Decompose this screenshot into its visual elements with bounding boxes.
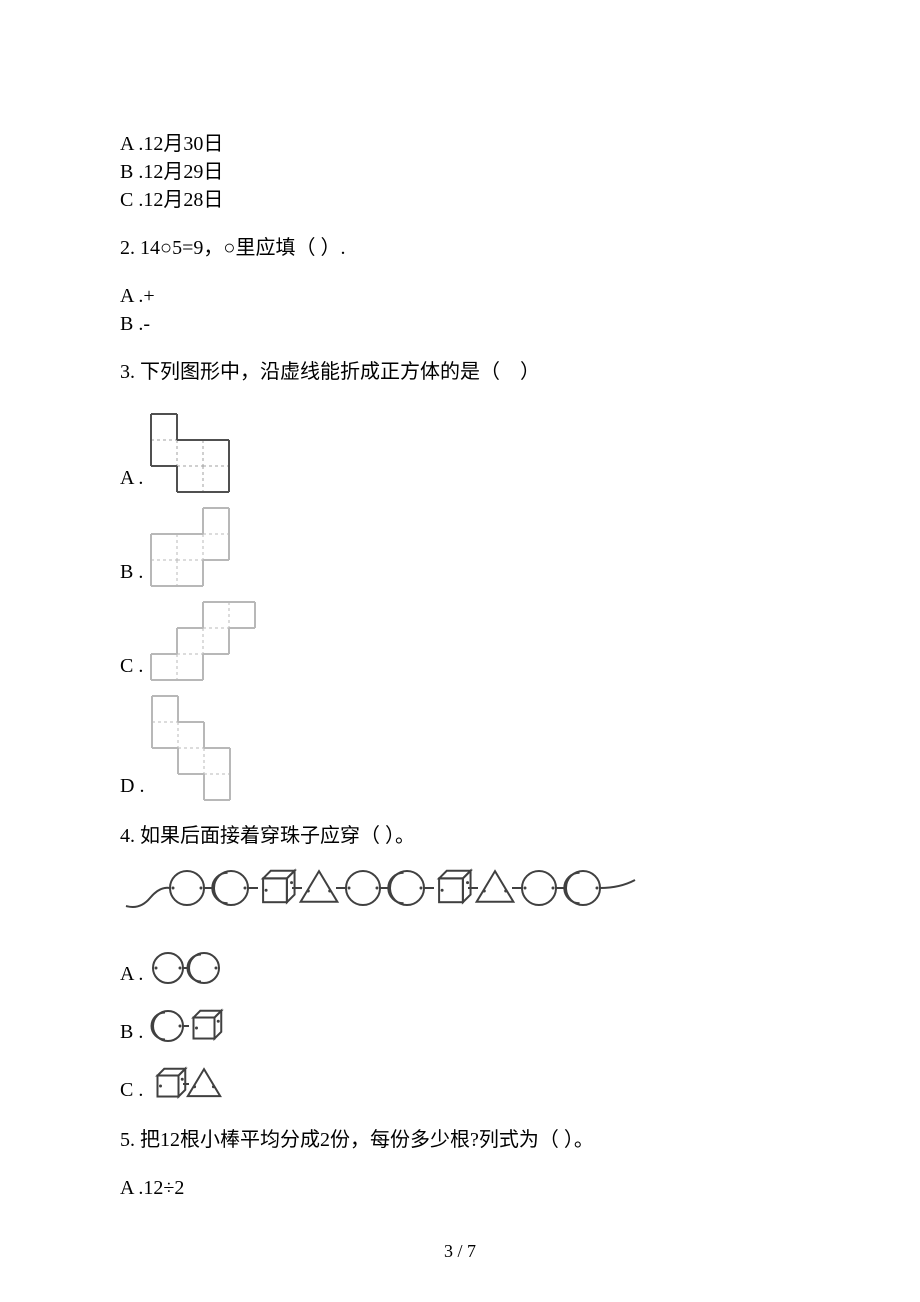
q1-option-a: A .12月30日	[120, 130, 800, 158]
q4-option-a-row: A .	[120, 946, 800, 990]
q5-stem: 5. 把12根小棒平均分成2份，每份多少根?列式为（ ）。	[120, 1126, 800, 1154]
q4-option-c-row: C .	[120, 1062, 800, 1106]
q3-option-c-row: C .	[120, 600, 800, 682]
q3-option-b-label: B .	[120, 561, 143, 584]
q2-option-a: A .+	[120, 282, 800, 310]
cube-net-c-icon	[149, 600, 257, 682]
bead-option-b-icon	[149, 1004, 231, 1048]
q4-option-a-label: A .	[120, 963, 143, 986]
q3-option-d-label: D .	[120, 775, 144, 798]
q4-option-b-label: B .	[120, 1021, 143, 1044]
q4-option-c-label: C .	[120, 1079, 143, 1102]
q3-option-a-row: A .	[120, 412, 800, 494]
q3-stem: 3. 下列图形中，沿虚线能折成正方体的是（ ）	[120, 358, 800, 386]
q4-stem: 4. 如果后面接着穿珠子应穿（ ）。	[120, 822, 800, 850]
bead-sequence-icon	[120, 856, 650, 920]
bead-option-c-icon	[149, 1062, 231, 1106]
cube-net-a-icon	[149, 412, 231, 494]
bead-option-a-icon	[149, 946, 231, 990]
q3-option-a-label: A .	[120, 467, 143, 490]
page-number: 3 / 7	[0, 1241, 920, 1262]
q1-option-b: B .12月29日	[120, 158, 800, 186]
q2-option-b: B .-	[120, 310, 800, 338]
q3-option-b-row: B .	[120, 506, 800, 588]
cube-net-b-icon	[149, 506, 231, 588]
page-container: A .12月30日 B .12月29日 C .12月28日 2. 14○5=9，…	[0, 0, 920, 1302]
q2-stem: 2. 14○5=9，○里应填（ ）.	[120, 234, 800, 262]
cube-net-d-icon	[150, 694, 232, 802]
q1-option-c: C .12月28日	[120, 186, 800, 214]
q3-option-c-label: C .	[120, 655, 143, 678]
q4-option-b-row: B .	[120, 1004, 800, 1048]
q3-option-d-row: D .	[120, 694, 800, 802]
q5-option-a: A .12÷2	[120, 1174, 800, 1202]
